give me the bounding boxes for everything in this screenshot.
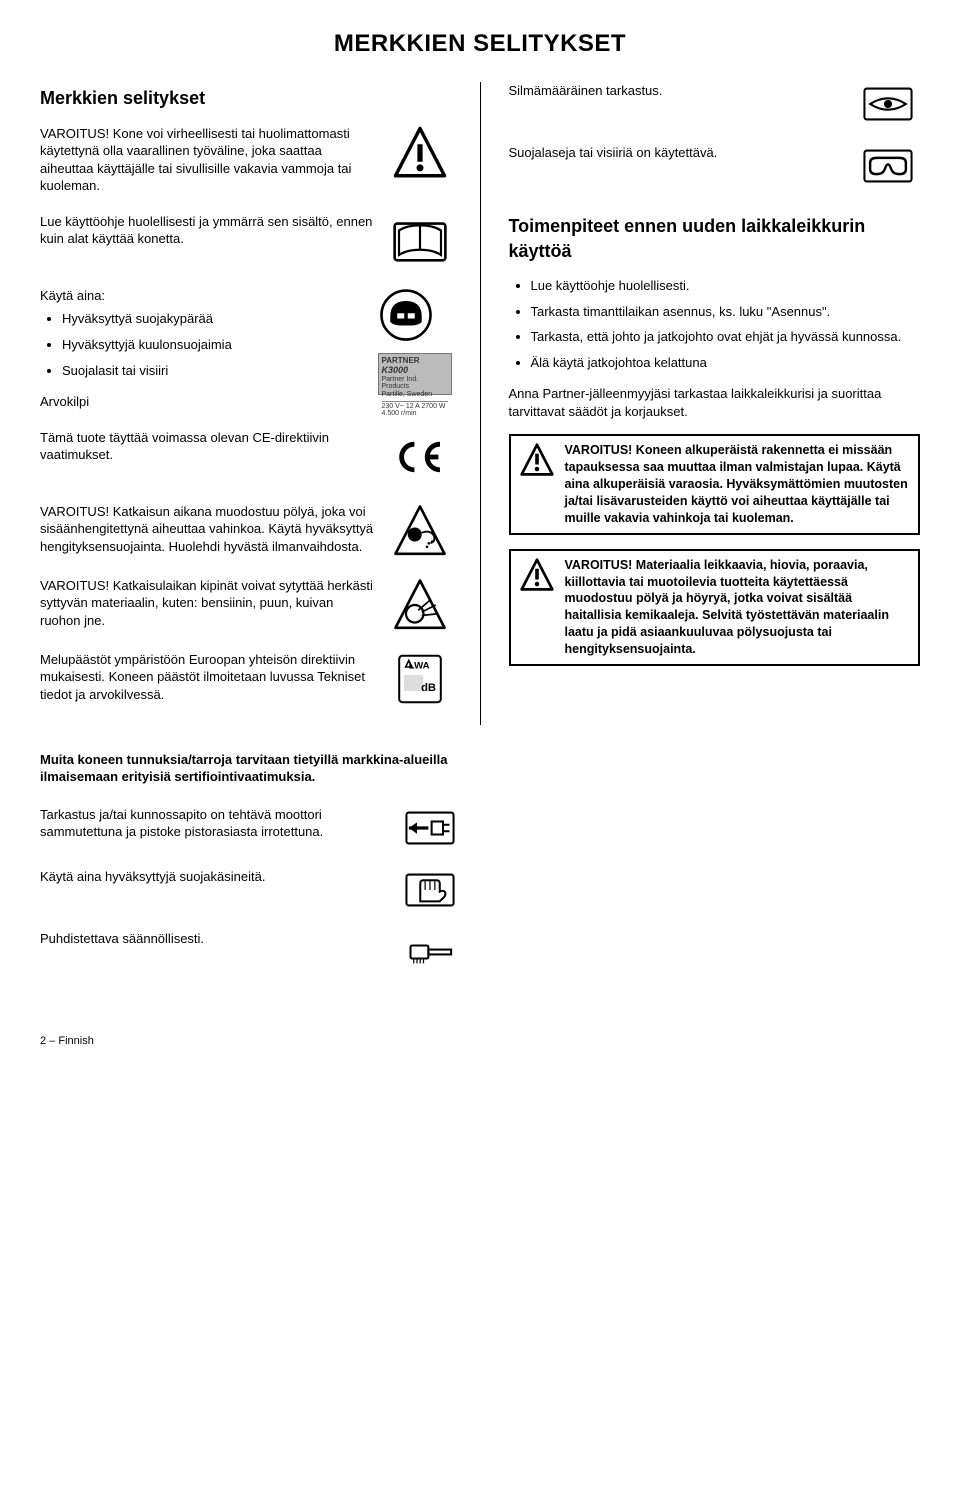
goggles-text: Suojalaseja tai visiiriä on käytettävä. <box>509 144 843 162</box>
list-item: Suojalasit tai visiiri <box>62 362 364 380</box>
warning-box-text: VAROITUS! Materiaalia leikkaavia, hiovia… <box>565 557 911 658</box>
unplug-icon <box>398 806 462 850</box>
list-item: Älä käytä jatkojohtoa kelattuna <box>531 354 921 372</box>
right-heading: Toimenpiteet ennen uuden laikkaleikkurin… <box>509 214 921 263</box>
use-always-label: Käytä aina: <box>40 287 364 305</box>
list-item: Tarkasta, että johto ja jatkojohto ovat … <box>531 328 921 346</box>
ce-mark-icon <box>388 429 452 485</box>
gloves-text: Käytä aina hyväksyttyjä suojakäsineitä. <box>40 868 384 886</box>
use-always-list: Hyväksyttyä suojakypärää Hyväksyttyjä ku… <box>40 310 364 379</box>
noise-text: Melupäästöt ympäristöön Euroopan yhteisö… <box>40 651 374 704</box>
list-item: Hyväksyttyjä kuulonsuojaimia <box>62 336 364 354</box>
ce-text: Tämä tuote täyttää voimassa olevan CE-di… <box>40 429 374 464</box>
list-item: Lue käyttöohje huolellisesti. <box>531 277 921 295</box>
page-title: MERKKIEN SELITYKSET <box>40 28 920 60</box>
warning-general-text: VAROITUS! Kone voi virheellisesti tai hu… <box>40 125 374 195</box>
list-item: Tarkasta timanttilaikan asennus, ks. luk… <box>531 303 921 321</box>
goggles-icon <box>856 144 920 188</box>
other-labels-text: Muita koneen tunnuksia/tarroja tarvitaan… <box>40 751 462 786</box>
dust-warning-icon <box>388 503 452 559</box>
warning-triangle-icon <box>519 442 555 483</box>
svg-text:dB: dB <box>421 682 436 694</box>
spark-warning-icon <box>388 577 452 633</box>
warning-box-text: VAROITUS! Koneen alkuperäistä rakennetta… <box>565 442 911 526</box>
open-book-icon <box>388 213 452 269</box>
noise-label-icon: LWA dB <box>388 651 452 707</box>
clean-text: Puhdistettava säännöllisesti. <box>40 930 384 948</box>
gloves-icon <box>398 868 462 912</box>
unplug-text: Tarkastus ja/tai kunnossapito on tehtävä… <box>40 806 384 841</box>
brush-icon <box>398 930 462 974</box>
svg-text:LWA: LWA <box>408 660 429 671</box>
precheck-list: Lue käyttöohje huolellisesti. Tarkasta t… <box>509 277 921 371</box>
dust-warning-text: VAROITUS! Katkaisun aikana muodostuu pöl… <box>40 503 374 556</box>
spark-warning-text: VAROITUS! Katkaisulaikan kipinät voivat … <box>40 577 374 630</box>
read-manual-text: Lue käyttöohje huolellisesti ja ymmärrä … <box>40 213 374 248</box>
dealer-text: Anna Partner-jälleenmyyjäsi tarkastaa la… <box>509 385 921 420</box>
warning-box-structure: VAROITUS! Koneen alkuperäistä rakennetta… <box>509 434 921 534</box>
warning-box-dust: VAROITUS! Materiaalia leikkaavia, hiovia… <box>509 549 921 666</box>
warning-triangle-icon <box>519 557 555 598</box>
nameplate-plate: PARTNER K3000 Partner Ind. Products Part… <box>378 353 452 395</box>
ppe-head-icon: PARTNER K3000 Partner Ind. Products Part… <box>378 287 452 395</box>
list-item: Hyväksyttyä suojakypärää <box>62 310 364 328</box>
nameplate-label: Arvokilpi <box>40 393 364 411</box>
left-heading: Merkkien selitykset <box>40 86 452 110</box>
eye-icon <box>856 82 920 126</box>
warning-triangle-icon <box>388 125 452 181</box>
visual-check-text: Silmämääräinen tarkastus. <box>509 82 843 100</box>
page-footer: 2 – Finnish <box>40 1034 920 1049</box>
